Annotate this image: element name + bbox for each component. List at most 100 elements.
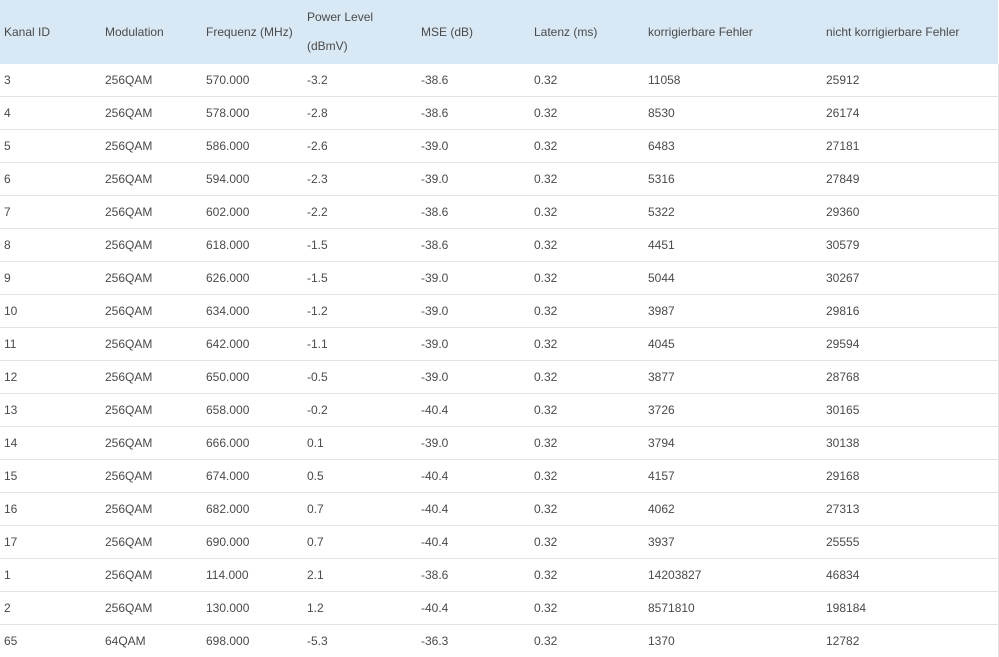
cell-latenz: 0.32 — [534, 336, 558, 351]
cell-kanal-id: 5 — [4, 138, 11, 153]
cell-nicht-korrigierbare-fehler: 29816 — [826, 303, 860, 318]
cell-power-level: 0.1 — [307, 435, 324, 450]
cell-korrigierbare-fehler: 8571810 — [648, 600, 695, 615]
cell-kanal-id: 9 — [4, 270, 11, 285]
cell-mse: -40.4 — [421, 468, 449, 483]
table-row: 15 256QAM 674.000 0.5 -40.4 0.32 4157 29168 — [0, 459, 998, 492]
table-row: 1 256QAM 114.000 2.1 -38.6 0.32 14203827 46834 — [0, 558, 998, 591]
cell-kanal-id: 11 — [4, 336, 17, 351]
cell-modulation: 256QAM — [105, 402, 153, 417]
cell-frequenz: 698.000 — [206, 633, 250, 648]
cell-modulation: 256QAM — [105, 567, 153, 582]
cell-nicht-korrigierbare-fehler: 12782 — [826, 633, 860, 648]
cell-mse: -38.6 — [421, 72, 449, 87]
cell-nicht-korrigierbare-fehler: 27313 — [826, 501, 860, 516]
cell-korrigierbare-fehler: 4157 — [648, 468, 675, 483]
cell-korrigierbare-fehler: 11058 — [648, 72, 681, 87]
cell-modulation: 256QAM — [105, 600, 153, 615]
column-header-frequenz: Frequenz (MHz) — [206, 24, 293, 39]
column-header-kanal-id: Kanal ID — [4, 24, 51, 39]
cell-latenz: 0.32 — [534, 369, 558, 384]
cell-korrigierbare-fehler: 5322 — [648, 204, 675, 219]
cell-latenz: 0.32 — [534, 633, 558, 648]
column-header-korrigierbare-fehler: korrigierbare Fehler — [648, 24, 753, 39]
cell-korrigierbare-fehler: 8530 — [648, 105, 675, 120]
column-header-mse: MSE (dB) — [421, 24, 474, 39]
cell-latenz: 0.32 — [534, 237, 558, 252]
cell-kanal-id: 1 — [4, 567, 11, 582]
cell-power-level: -3.2 — [307, 72, 328, 87]
cell-frequenz: 618.000 — [206, 237, 250, 252]
cell-korrigierbare-fehler: 5044 — [648, 270, 675, 285]
cell-korrigierbare-fehler: 3726 — [648, 402, 675, 417]
cell-modulation: 64QAM — [105, 633, 146, 648]
cell-kanal-id: 13 — [4, 402, 18, 417]
cell-nicht-korrigierbare-fehler: 29168 — [826, 468, 860, 483]
cell-power-level: -1.5 — [307, 237, 328, 252]
cell-power-level: -1.1 — [307, 336, 328, 351]
cell-mse: -39.0 — [421, 435, 449, 450]
cell-power-level: 0.7 — [307, 501, 324, 516]
cell-modulation: 256QAM — [105, 369, 153, 384]
cell-korrigierbare-fehler: 3987 — [648, 303, 675, 318]
cell-modulation: 256QAM — [105, 105, 153, 120]
cell-frequenz: 674.000 — [206, 468, 250, 483]
cell-korrigierbare-fehler: 3877 — [648, 369, 675, 384]
cell-mse: -40.4 — [421, 600, 449, 615]
cell-mse: -39.0 — [421, 270, 449, 285]
table-header-row: Kanal ID Modulation Frequenz (MHz) Power… — [0, 0, 998, 64]
cell-nicht-korrigierbare-fehler: 26174 — [826, 105, 860, 120]
cell-modulation: 256QAM — [105, 138, 153, 153]
cell-nicht-korrigierbare-fehler: 28768 — [826, 369, 860, 384]
table-row: 4 256QAM 578.000 -2.8 -38.6 0.32 8530 26174 — [0, 96, 998, 129]
table-row: 6 256QAM 594.000 -2.3 -39.0 0.32 5316 27849 — [0, 162, 998, 195]
cell-kanal-id: 6 — [4, 171, 11, 186]
table-header: Kanal ID Modulation Frequenz (MHz) Power… — [0, 0, 998, 64]
table-row: 2 256QAM 130.000 1.2 -40.4 0.32 8571810 198184 — [0, 591, 998, 624]
cell-frequenz: 130.000 — [206, 600, 250, 615]
table-row: 12 256QAM 650.000 -0.5 -39.0 0.32 3877 28768 — [0, 360, 998, 393]
cell-latenz: 0.32 — [534, 501, 558, 516]
column-header-modulation: Modulation — [105, 24, 164, 39]
cell-mse: -39.0 — [421, 171, 449, 186]
cell-latenz: 0.32 — [534, 138, 558, 153]
cell-mse: -36.3 — [421, 633, 449, 648]
cell-latenz: 0.32 — [534, 270, 558, 285]
cell-latenz: 0.32 — [534, 402, 558, 417]
cell-nicht-korrigierbare-fehler: 29360 — [826, 204, 860, 219]
cell-modulation: 256QAM — [105, 501, 153, 516]
table-row: 9 256QAM 626.000 -1.5 -39.0 0.32 5044 30267 — [0, 261, 998, 294]
column-header-power-level: Power Level (dBmV) — [307, 10, 374, 53]
table-row: 7 256QAM 602.000 -2.2 -38.6 0.32 5322 29360 — [0, 195, 998, 228]
cell-nicht-korrigierbare-fehler: 25555 — [826, 534, 860, 549]
cell-frequenz: 594.000 — [206, 171, 250, 186]
cell-korrigierbare-fehler: 14203827 — [648, 567, 702, 582]
cell-nicht-korrigierbare-fehler: 30165 — [826, 402, 860, 417]
cell-power-level: -2.8 — [307, 105, 328, 120]
cell-latenz: 0.32 — [534, 171, 558, 186]
cell-nicht-korrigierbare-fehler: 30579 — [826, 237, 860, 252]
table-row: 14 256QAM 666.000 0.1 -39.0 0.32 3794 30138 — [0, 426, 998, 459]
cell-mse: -40.4 — [421, 501, 449, 516]
cell-korrigierbare-fehler: 4062 — [648, 501, 675, 516]
table-row: 8 256QAM 618.000 -1.5 -38.6 0.32 4451 30579 — [0, 228, 998, 261]
cell-nicht-korrigierbare-fehler: 30138 — [826, 435, 860, 450]
cell-mse: -38.6 — [421, 567, 449, 582]
cell-korrigierbare-fehler: 1370 — [648, 633, 675, 648]
cell-mse: -38.6 — [421, 204, 449, 219]
cell-kanal-id: 10 — [4, 303, 18, 318]
table-body: 3 256QAM 570.000 -3.2 -38.6 0.32 11058 25912 4 25… — [0, 64, 998, 657]
cell-latenz: 0.32 — [534, 534, 558, 549]
cell-modulation: 256QAM — [105, 204, 153, 219]
cell-modulation: 256QAM — [105, 303, 153, 318]
cell-modulation: 256QAM — [105, 534, 153, 549]
cell-korrigierbare-fehler: 4451 — [648, 237, 675, 252]
cell-nicht-korrigierbare-fehler: 27181 — [826, 138, 860, 153]
cell-power-level: -0.2 — [307, 402, 328, 417]
cell-kanal-id: 12 — [4, 369, 18, 384]
table-row: 11 256QAM 642.000 -1.1 -39.0 0.32 4045 29594 — [0, 327, 998, 360]
cell-nicht-korrigierbare-fehler: 29594 — [826, 336, 860, 351]
cell-power-level: -2.3 — [307, 171, 328, 186]
cell-power-level: -1.5 — [307, 270, 328, 285]
